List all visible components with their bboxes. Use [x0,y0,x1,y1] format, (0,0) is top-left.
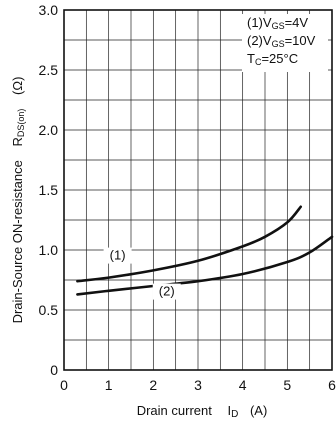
y-tick-label: 1.0 [39,242,59,258]
x-tick-label: 5 [283,377,291,393]
x-tick-label: 0 [60,377,68,393]
series-label-1: (1) [110,248,126,263]
plot-frame [63,9,333,371]
y-tick-label: 3.0 [39,2,59,18]
series-line-1 [76,205,302,283]
axis-ticks: 0 1 2 3 4 5 6 0 0.5 1.0 1.5 2.0 2.5 3.0 [39,2,336,393]
y-axis-label: Drain-Source ON-resistance RDS(on) (Ω) [10,77,27,324]
series-label-background [103,247,132,264]
y-tick-label: 0.5 [39,302,59,318]
series-label-background [152,283,181,300]
y-tick-label: 2.0 [39,122,59,138]
x-tick-label: 3 [194,377,202,393]
legend-entry-3: TC=25°C [247,51,298,67]
x-tick-label: 6 [328,377,336,393]
x-axis-label: Drain current ID (A) [137,403,268,420]
y-tick-label: 0 [50,362,58,378]
series-lines: (1) (2) [76,205,334,300]
x-tick-label: 4 [239,377,247,393]
x-tick-label: 2 [149,377,157,393]
legend: (1)VGS=4V (2)VGS=10V TC=25°C [242,14,328,72]
y-tick-label: 1.5 [39,182,59,198]
legend-entry-1: (1)VGS=4V [247,15,308,31]
series-line-2 [76,235,334,296]
series-label-2: (2) [159,284,175,299]
y-tick-label: 2.5 [39,62,59,78]
legend-background [242,14,328,72]
legend-entry-2: (2)VGS=10V [247,33,316,49]
x-tick-label: 1 [105,377,113,393]
